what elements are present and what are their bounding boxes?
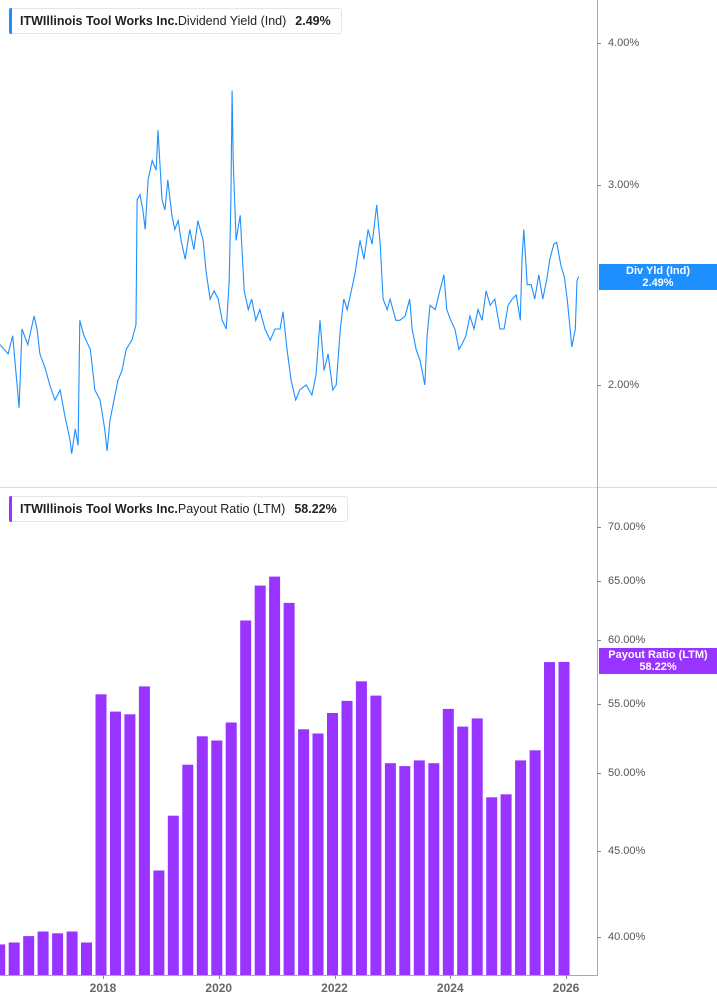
y-tick-mark — [597, 850, 601, 852]
legend-company: Illinois Tool Works Inc. — [42, 502, 178, 516]
payout-bar — [327, 713, 338, 975]
payout-bar — [138, 686, 150, 975]
y-tick-label: 50.00% — [608, 767, 646, 780]
legend-ticker: ITW — [20, 14, 43, 28]
payout-bars — [0, 576, 570, 975]
payout-bar — [442, 708, 454, 975]
payout-bar — [153, 870, 165, 975]
payout-bar — [558, 661, 570, 975]
y-tick-label: 3.00% — [608, 178, 640, 191]
payout-bar — [413, 760, 425, 975]
payout-bar — [167, 815, 179, 975]
y-tick-mark — [597, 184, 601, 186]
payout-bar — [8, 942, 20, 975]
y-tick-mark — [597, 937, 601, 938]
x-tick-label: 2024 — [436, 981, 464, 995]
dividend-yield-legend[interactable]: ITW Illinois Tool Works Inc. Dividend Yi… — [9, 8, 342, 34]
payout-bar — [110, 711, 121, 975]
payout-bar — [269, 576, 281, 975]
payout-ratio-price-badge: Payout Ratio (LTM) 58.22% — [599, 648, 717, 674]
payout-bar — [225, 722, 237, 975]
payout-bar — [66, 931, 78, 975]
y-tick-mark — [597, 385, 601, 386]
dividend-yield-line — [0, 90, 580, 454]
y-tick-label: 45.00% — [608, 844, 646, 857]
payout-bar — [254, 585, 266, 975]
payout-bar — [428, 763, 440, 975]
payout-bar — [211, 740, 223, 975]
badge-label: Div Yld (Ind) — [626, 265, 690, 277]
payout-bar — [515, 760, 527, 975]
payout-bar — [23, 936, 35, 975]
payout-bar — [298, 729, 310, 975]
payout-bar — [283, 602, 295, 975]
legend-company: Illinois Tool Works Inc. — [42, 14, 178, 28]
payout-bar — [471, 718, 483, 975]
x-tick-mark — [103, 975, 104, 979]
payout-ratio-legend[interactable]: ITW Illinois Tool Works Inc. Payout Rati… — [9, 496, 348, 522]
payout-bar — [240, 620, 252, 975]
payout-bar — [384, 763, 396, 975]
x-tick-label: 2022 — [321, 981, 348, 995]
payout-bar — [341, 700, 353, 975]
x-tick-label: 2026 — [552, 981, 580, 995]
x-tick-label: 2020 — [205, 981, 233, 995]
y-tick-label: 2.00% — [608, 379, 640, 391]
payout-bar — [124, 714, 136, 975]
payout-bar — [399, 766, 411, 975]
badge-value: 2.49% — [642, 277, 674, 289]
y-tick-label: 4.00% — [608, 36, 640, 49]
legend-metric: Dividend Yield (Ind) — [177, 14, 287, 28]
y-tick-mark — [597, 42, 601, 44]
x-tick-mark — [218, 975, 220, 979]
payout-bar — [370, 695, 382, 975]
payout-bar — [37, 931, 49, 975]
payout-bar — [312, 733, 324, 975]
payout-bar — [486, 797, 498, 975]
legend-metric: Payout Ratio (LTM) — [177, 502, 286, 516]
payout-bar — [81, 942, 92, 975]
legend-ticker: ITW — [20, 502, 43, 516]
payout-bar — [52, 933, 64, 975]
payout-bar — [196, 736, 208, 975]
payout-bar — [529, 750, 541, 975]
badge-label: Payout Ratio (LTM) — [608, 649, 708, 661]
x-tick-label: 2018 — [89, 981, 117, 995]
x-tick-mark — [450, 975, 452, 979]
y-tick-label: 65.00% — [608, 575, 646, 588]
badge-value: 58.22% — [639, 661, 677, 673]
y-tick-mark — [597, 526, 601, 528]
dividend-yield-price-badge: Div Yld (Ind) 2.49% — [599, 264, 717, 290]
payout-bar — [544, 662, 555, 975]
payout-bar — [95, 694, 107, 975]
legend-color-bar — [9, 8, 12, 34]
payout-bar — [457, 726, 469, 975]
payout-bar — [0, 944, 6, 975]
y-tick-label: 40.00% — [608, 931, 646, 943]
y-tick-label: 60.00% — [608, 633, 646, 646]
y-tick-mark — [597, 703, 601, 705]
y-tick-mark — [597, 581, 601, 583]
legend-value: 2.49% — [295, 14, 331, 28]
legend-color-bar — [9, 496, 12, 522]
y-tick-mark — [597, 639, 601, 641]
x-tick-mark — [566, 975, 567, 979]
y-tick-label: 70.00% — [608, 520, 646, 533]
legend-value: 58.22% — [294, 502, 337, 516]
payout-bar — [500, 794, 512, 975]
y-tick-label: 55.00% — [608, 697, 646, 710]
payout-bar — [355, 681, 367, 975]
y-tick-mark — [597, 773, 601, 775]
payout-bar — [182, 764, 194, 975]
x-tick-mark — [334, 975, 336, 979]
